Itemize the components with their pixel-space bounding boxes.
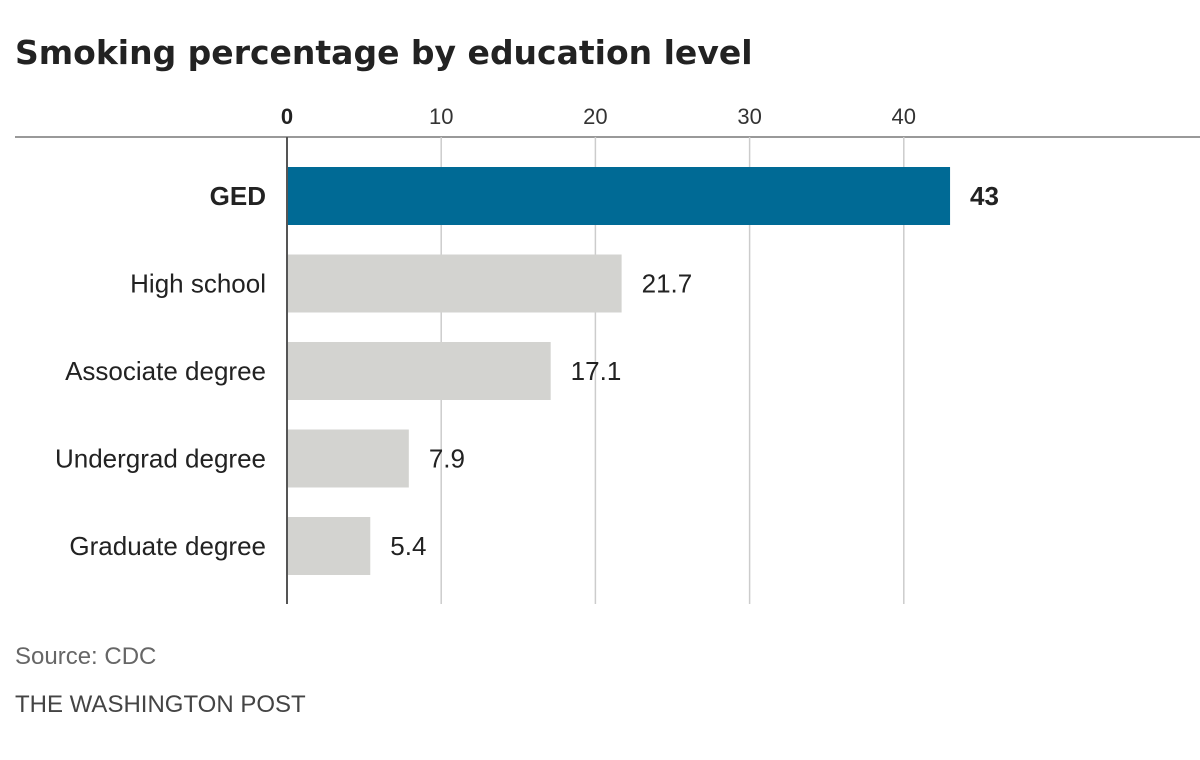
chart-title: Smoking percentage by education level	[15, 33, 753, 72]
x-tick-label: 0	[281, 104, 293, 129]
bar	[287, 167, 951, 225]
category-labels: GED High school Associate degree Undergrad …	[55, 181, 266, 561]
x-axis-ticks: 0 10 20 30 40	[281, 104, 916, 129]
bar	[287, 429, 409, 488]
publisher-credit: THE WASHINGTON POST	[15, 691, 306, 718]
bar	[287, 517, 371, 575]
x-tick-label: 20	[583, 104, 607, 129]
category-label: Graduate degree	[69, 531, 266, 561]
bar	[287, 254, 622, 313]
x-tick-label: 40	[892, 104, 916, 129]
value-labels: 43 21.7 17.1 7.9 5.4	[390, 181, 999, 561]
value-label: 43	[970, 181, 999, 211]
category-label: Undergrad degree	[55, 444, 266, 474]
value-label: 21.7	[642, 269, 693, 299]
x-tick-label: 30	[737, 104, 761, 129]
source-note: Source: CDC	[15, 643, 156, 670]
x-tick-label: 10	[429, 104, 453, 129]
value-label: 17.1	[571, 356, 622, 386]
value-label: 5.4	[390, 531, 426, 561]
bars	[287, 167, 951, 575]
category-label: High school	[130, 269, 266, 299]
category-label: Associate degree	[65, 356, 266, 386]
category-label: GED	[210, 181, 266, 211]
value-label: 7.9	[429, 444, 465, 474]
bar	[287, 342, 551, 400]
